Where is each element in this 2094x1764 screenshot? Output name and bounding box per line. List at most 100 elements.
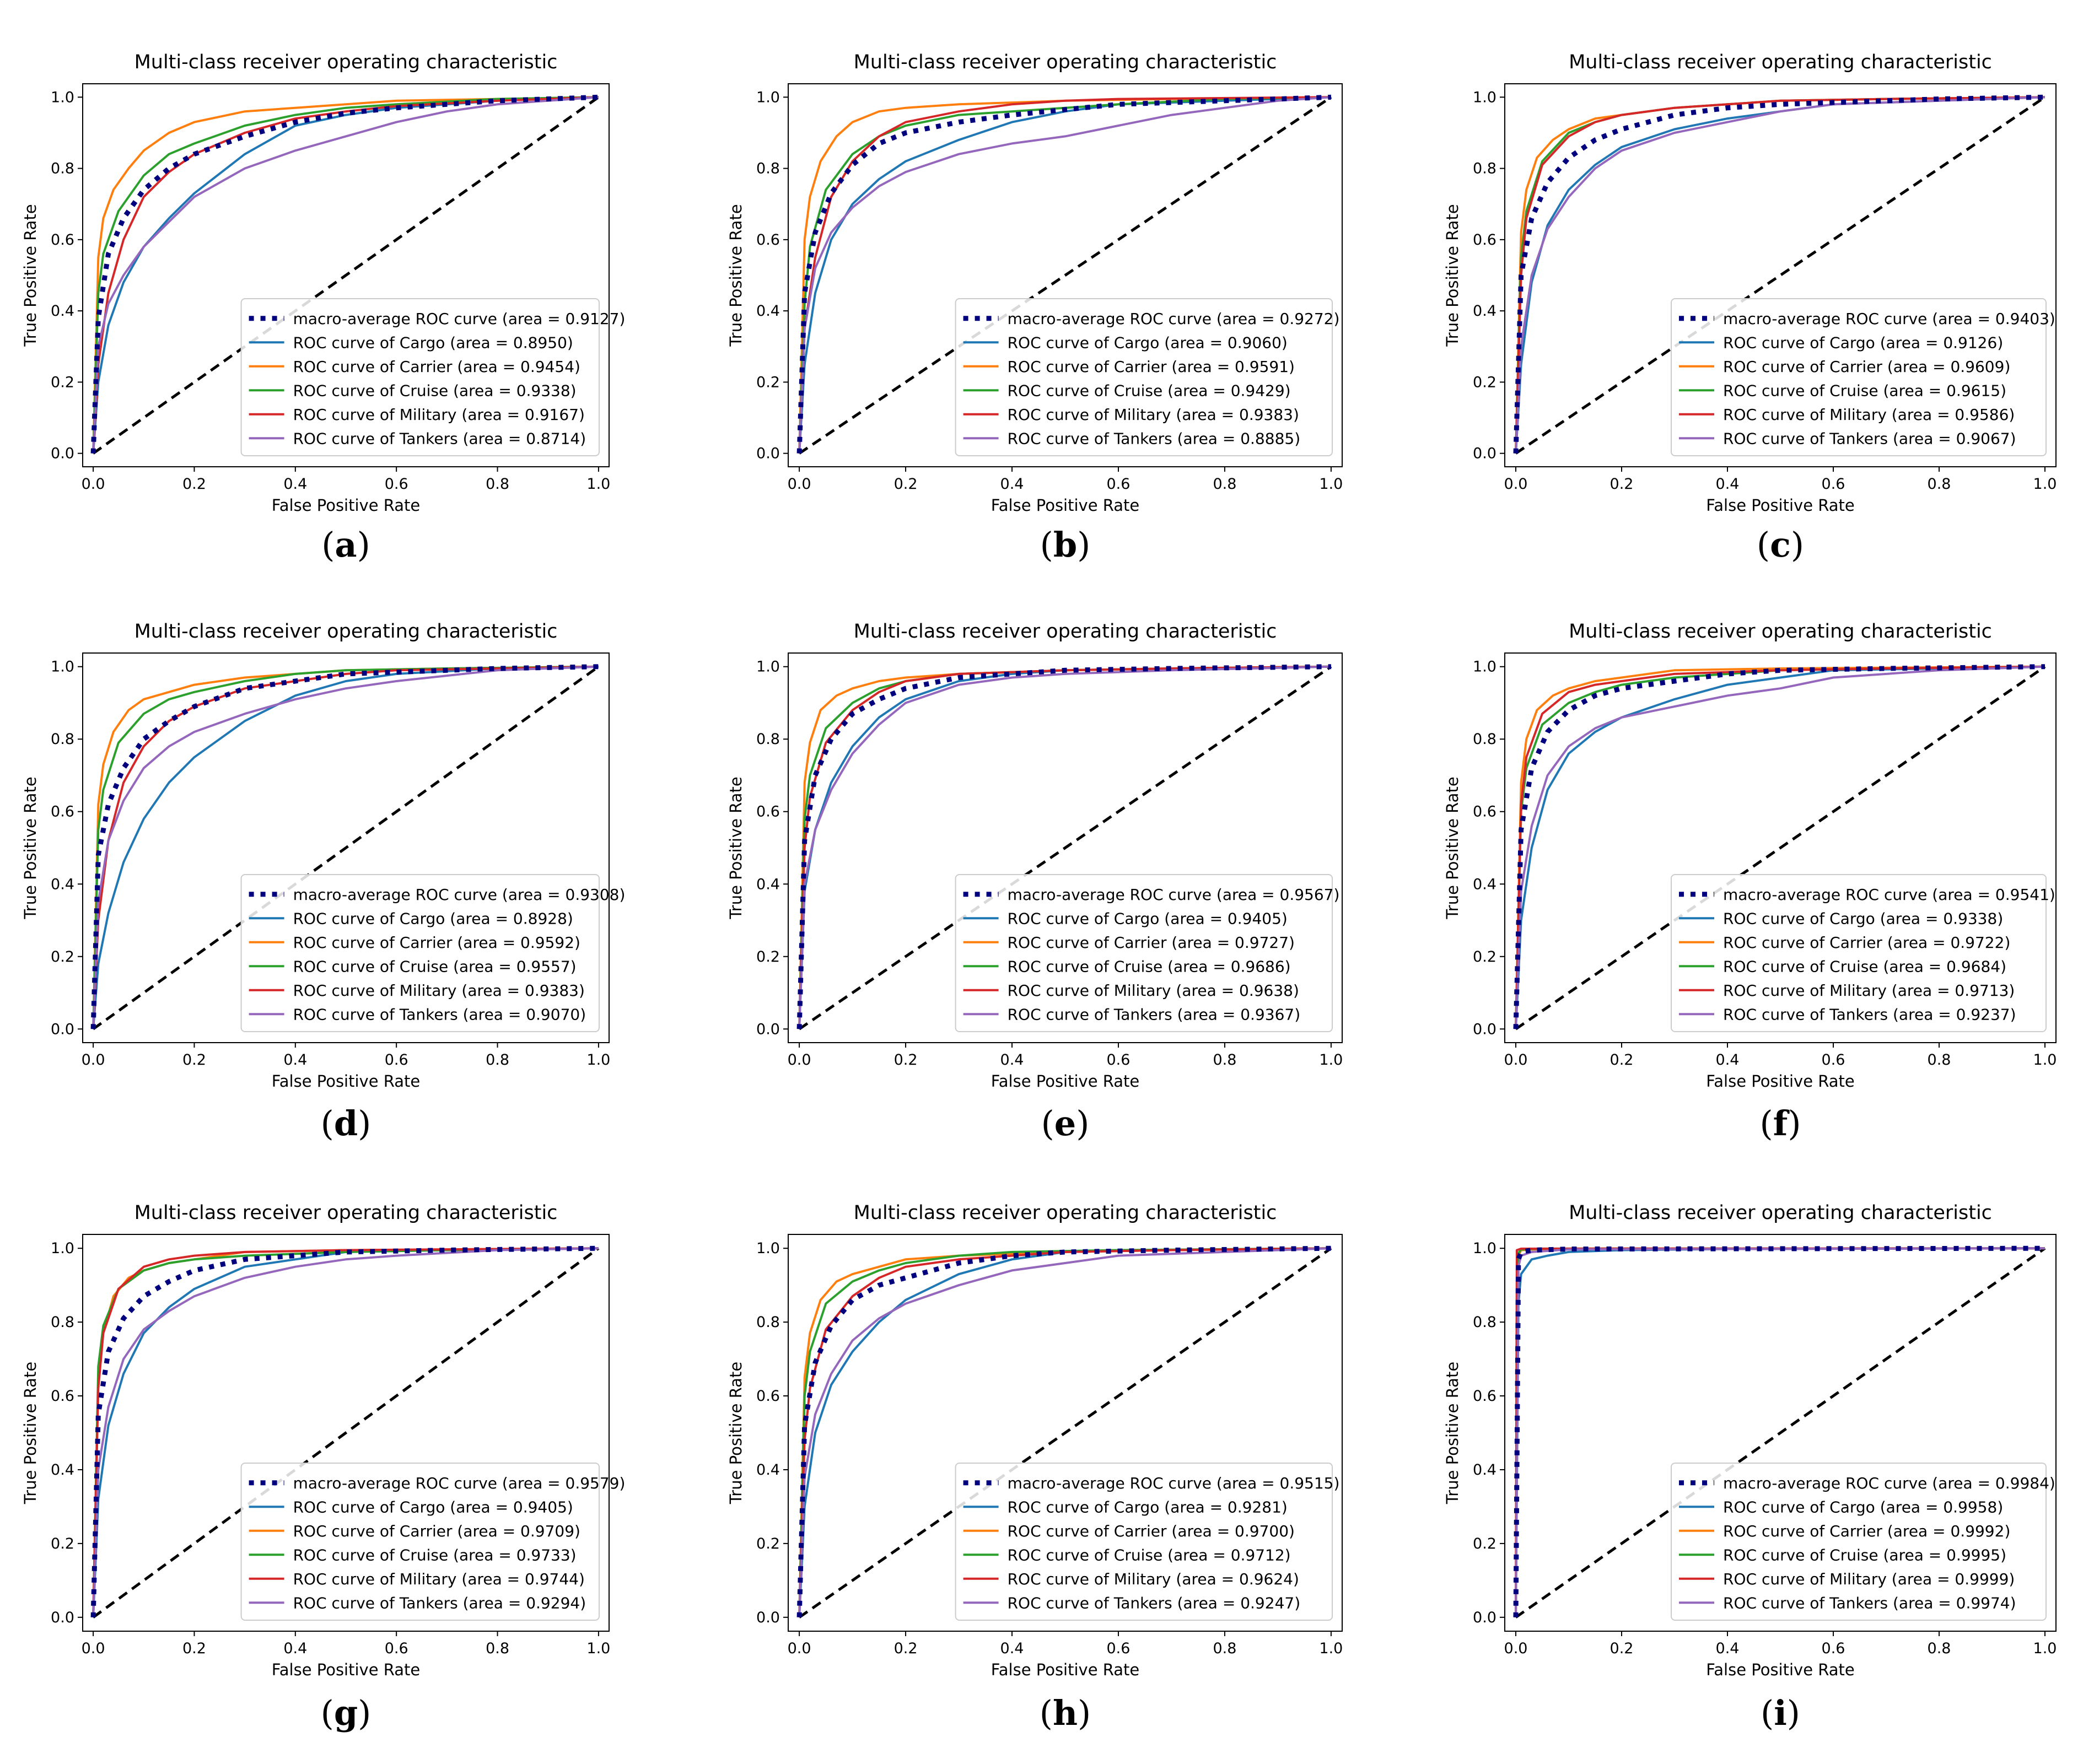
legend: macro-average ROC curve (area = 0.9579) R… xyxy=(240,1463,626,1621)
y-tick-label: 0.0 xyxy=(756,445,780,462)
x-tick-label: 1.0 xyxy=(586,1640,610,1657)
plot-area xyxy=(796,94,1332,455)
legend: macro-average ROC curve (area = 0.9567) R… xyxy=(955,874,1340,1032)
x-tick-label: 0.6 xyxy=(1107,1640,1131,1657)
y-tick-label: 0.0 xyxy=(756,1609,780,1626)
x-tick-label: 0.2 xyxy=(894,1051,918,1069)
x-tick-label: 0.0 xyxy=(1504,1640,1528,1657)
legend-label-macro: macro-average ROC curve (area = 0.9403) xyxy=(1723,310,2055,328)
chart-title: Multi-class receiver operating character… xyxy=(854,1202,1277,1224)
y-tick-label: 0.0 xyxy=(1473,1021,1497,1038)
y-tick-label: 0.8 xyxy=(756,1314,780,1331)
legend: macro-average ROC curve (area = 0.9308) R… xyxy=(240,874,625,1032)
legend-label-cruise: ROC curve of Cruise (area = 0.9712) xyxy=(1008,1546,1291,1564)
panel-caption: (h) xyxy=(1040,1693,1091,1733)
legend-label-macro: macro-average ROC curve (area = 0.9567) xyxy=(1008,886,1340,904)
roc-line-tankers xyxy=(92,96,599,454)
x-tick-label: 0.0 xyxy=(82,1640,105,1657)
legend: macro-average ROC curve (area = 0.9272) R… xyxy=(955,298,1340,456)
chance-diagonal-line xyxy=(92,1247,600,1619)
panel-g: Multi-class receiver operating character… xyxy=(21,1202,625,1733)
legend-label-military: ROC curve of Military (area = 0.9624) xyxy=(1008,1570,1299,1588)
panel-caption: (i) xyxy=(1761,1693,1800,1733)
y-tick-label: 1.0 xyxy=(1473,1240,1497,1257)
legend-label-macro: macro-average ROC curve (area = 0.9127) xyxy=(293,310,626,328)
legend-label-military: ROC curve of Military (area = 0.9638) xyxy=(1008,981,1299,1000)
axes-frame xyxy=(788,652,1343,1043)
y-tick-label: 0.6 xyxy=(756,231,780,249)
plot-area xyxy=(1513,664,2046,1031)
chart-title: Multi-class receiver operating character… xyxy=(134,621,558,643)
x-tick-label: 0.6 xyxy=(1822,476,1845,493)
legend-label-macro: macro-average ROC curve (area = 0.9272) xyxy=(1008,310,1340,328)
panel-caption: (c) xyxy=(1757,525,1804,565)
x-axis-label: False Positive Rate xyxy=(272,496,421,515)
legend-label-cargo: ROC curve of Cargo (area = 0.9405) xyxy=(1008,909,1288,927)
axes-frame xyxy=(788,83,1343,467)
panel-caption: (f) xyxy=(1759,1103,1801,1143)
y-tick-label: 0.2 xyxy=(1473,1535,1497,1552)
x-tick-label: 0.4 xyxy=(283,476,307,493)
legend-label-macro: macro-average ROC curve (area = 0.9579) xyxy=(293,1474,626,1492)
x-tick-label: 0.8 xyxy=(1213,1640,1236,1657)
y-axis-label: True Positive Rate xyxy=(726,204,745,347)
y-tick-label: 0.0 xyxy=(51,1021,74,1038)
legend-label-tankers: ROC curve of Tankers (area = 0.8885) xyxy=(1008,429,1301,447)
y-tick-label: 0.6 xyxy=(51,803,74,821)
plot-area xyxy=(796,1245,1332,1619)
legend-label-carrier: ROC curve of Carrier (area = 0.9722) xyxy=(1723,934,2010,952)
legend-label-cruise: ROC curve of Cruise (area = 0.9684) xyxy=(1723,957,2006,975)
legend-box xyxy=(1671,298,2047,456)
roc-line-military xyxy=(1515,96,2045,454)
y-tick-label: 0.6 xyxy=(756,803,780,821)
legend-label-tankers: ROC curve of Tankers (area = 0.8714) xyxy=(293,429,586,447)
y-tick-label: 0.6 xyxy=(51,1388,74,1405)
y-tick-label: 0.0 xyxy=(1473,445,1497,462)
legend-label-carrier: ROC curve of Carrier (area = 0.9592) xyxy=(293,934,580,952)
legend-label-tankers: ROC curve of Tankers (area = 0.9367) xyxy=(1008,1005,1301,1023)
legend-label-macro: macro-average ROC curve (area = 0.9541) xyxy=(1723,886,2055,904)
plot-area xyxy=(1513,94,2046,455)
legend: macro-average ROC curve (area = 0.9984) R… xyxy=(1671,1463,2055,1621)
x-tick-label: 1.0 xyxy=(1319,1640,1343,1657)
legend-box xyxy=(955,1463,1333,1621)
x-tick-label: 0.2 xyxy=(1610,476,1634,493)
legend: macro-average ROC curve (area = 0.9515) R… xyxy=(955,1463,1340,1621)
legend: macro-average ROC curve (area = 0.9403) R… xyxy=(1671,298,2055,456)
roc-line-macro xyxy=(1513,1245,2045,1617)
x-tick-label: 1.0 xyxy=(586,1051,610,1069)
legend-label-macro: macro-average ROC curve (area = 0.9515) xyxy=(1008,1474,1340,1492)
legend-label-carrier: ROC curve of Carrier (area = 0.9454) xyxy=(293,358,580,376)
legend-label-cargo: ROC curve of Cargo (area = 0.9958) xyxy=(1723,1498,2003,1516)
panel-caption: (b) xyxy=(1040,525,1091,565)
legend-label-tankers: ROC curve of Tankers (area = 0.9294) xyxy=(293,1594,586,1612)
x-tick-label: 0.0 xyxy=(82,476,105,493)
roc-line-tankers xyxy=(1515,665,2045,1029)
y-tick-label: 0.4 xyxy=(51,876,74,893)
x-tick-label: 0.4 xyxy=(1000,1640,1024,1657)
legend-label-carrier: ROC curve of Carrier (area = 0.9992) xyxy=(1723,1522,2010,1540)
roc-line-tankers xyxy=(92,1247,599,1617)
x-tick-label: 0.4 xyxy=(1000,476,1024,493)
legend-label-carrier: ROC curve of Carrier (area = 0.9700) xyxy=(1008,1522,1295,1540)
legend-label-carrier: ROC curve of Carrier (area = 0.9727) xyxy=(1008,934,1295,952)
x-tick-label: 0.2 xyxy=(1610,1051,1634,1069)
y-tick-label: 0.4 xyxy=(756,876,780,893)
legend-box xyxy=(240,874,600,1032)
chance-diagonal-line xyxy=(92,665,600,1031)
chart-title: Multi-class receiver operating character… xyxy=(134,51,558,73)
legend-label-cruise: ROC curve of Cruise (area = 0.9733) xyxy=(293,1546,577,1564)
x-tick-label: 0.2 xyxy=(894,476,918,493)
chance-diagonal-line xyxy=(1515,1247,2046,1619)
roc-line-carrier xyxy=(1515,665,2045,1029)
y-axis-label: True Positive Rate xyxy=(1443,776,1462,919)
legend-label-military: ROC curve of Military (area = 0.9383) xyxy=(1008,406,1299,424)
x-tick-label: 1.0 xyxy=(2033,1051,2057,1069)
x-tick-label: 0.8 xyxy=(486,476,509,493)
y-tick-label: 0.2 xyxy=(51,374,74,391)
y-tick-label: 0.8 xyxy=(756,731,780,748)
panel-caption: (a) xyxy=(321,525,370,565)
x-axis-label: False Positive Rate xyxy=(991,1072,1140,1091)
axes-frame xyxy=(1504,1234,2057,1632)
plot-area xyxy=(796,664,1332,1031)
